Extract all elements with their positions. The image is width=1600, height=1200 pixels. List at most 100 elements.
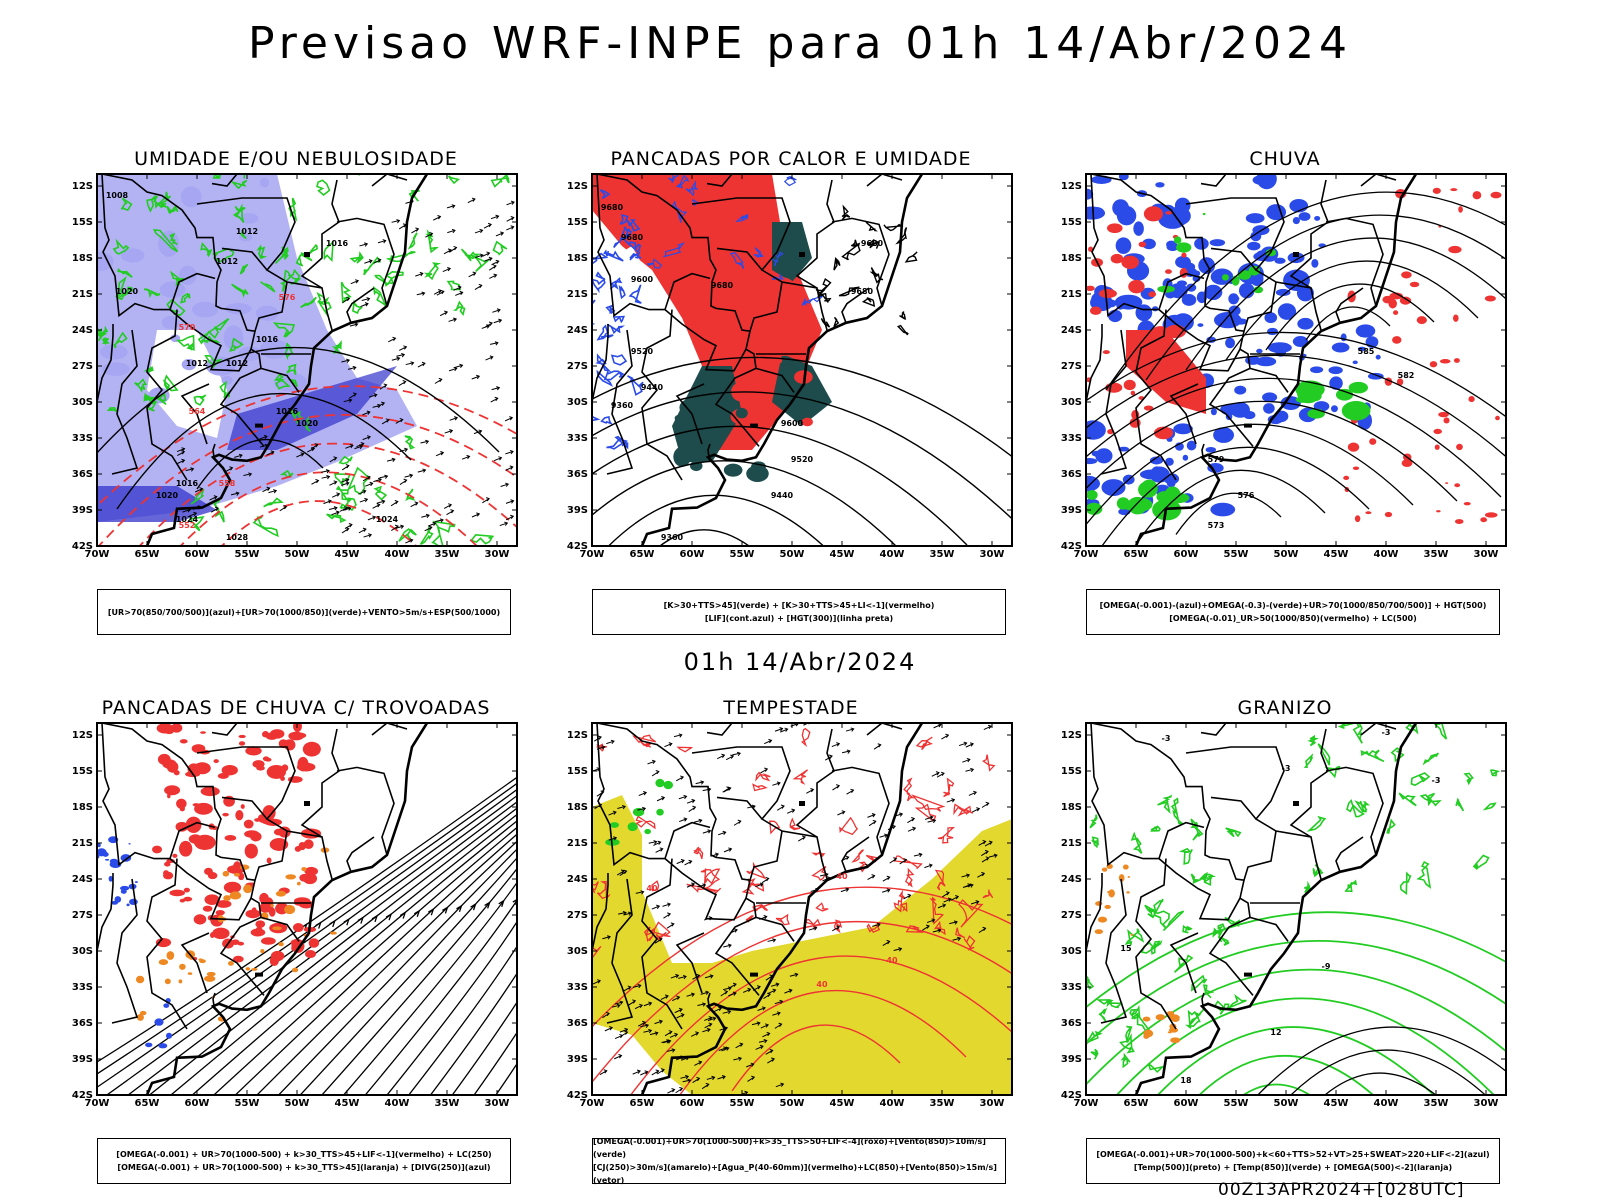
streamline [191,820,517,1095]
border-line [707,992,711,1007]
wind-vector-head [775,982,780,987]
map-border [96,173,518,547]
border-line [1086,873,1103,961]
rain-green-blob [1176,242,1192,253]
storm-red-blob [215,910,225,916]
lat-label: 42S [1061,541,1082,552]
wind-vector-head [349,443,354,449]
lon-label: 30W [1474,549,1499,560]
wind-vector-head [658,937,663,942]
streamline [299,856,517,1095]
contour-label: -9 [1322,962,1331,971]
rain-red-blob [1347,442,1360,452]
lat-label: 18S [1061,802,1082,813]
hgt-contour [841,243,861,261]
border-line [707,443,711,458]
wind-vector-head [666,1039,671,1044]
wind-vector [640,1071,648,1076]
divg-blue-blob [108,875,113,882]
lat-label: 39S [567,505,588,516]
storm-red-blob [224,834,237,841]
omega-blob [1166,480,1176,488]
lat-label: 27S [567,361,588,372]
wind-vector-head [850,788,855,793]
border-line [254,281,288,332]
wind-vector-head [841,810,846,815]
omega-blob [1210,408,1217,416]
rain-green-blob [1297,386,1316,402]
wind-vector [717,754,725,760]
wind-vector-head [771,1057,776,1062]
wind-vector [506,201,515,206]
wind-vector [176,459,185,465]
border-line [300,728,340,838]
wind-vector-head [655,770,660,775]
storm-red-blob [273,828,285,836]
wind-vector-head [214,506,219,511]
water-contour [755,771,771,782]
wind-vector-head [440,451,445,456]
hgt-contour [592,356,1012,458]
water-contour [955,927,966,939]
border-line [596,174,760,447]
rh-low-contour [212,247,235,263]
rain-green-blob [1086,490,1098,500]
lat-label: 42S [1061,1090,1082,1101]
temp850-contour [1422,752,1440,766]
border-line [866,174,903,187]
omega-orange-blob [1168,1014,1180,1021]
lake [1293,801,1299,806]
panel-umidade: UMIDADE E/OU NEBULOSIDADE 1008 1012 1012 10… [61,148,531,635]
rh-low-contour [425,229,439,254]
wind-vector [613,1055,622,1060]
wind-vector-head [368,533,373,538]
wind-vector-head [955,895,960,900]
map-svg: -3-3-3-3-915121812S15S18S21S24S27S30S33S… [1061,722,1507,1109]
li-blob [801,417,813,427]
wind-vector [808,927,817,931]
storm-red-blob [299,873,311,882]
wind-vector [758,1039,767,1043]
wind-vector [504,417,513,422]
storm-red-blob [163,870,170,876]
wind-vector-head [726,786,731,791]
contour-label: 9680 [621,233,644,242]
storm-red-blob [235,810,244,821]
water-contour [914,803,937,822]
wind-vector [473,430,482,435]
storm-red-blob [183,896,193,902]
wind-vector [420,440,429,444]
temp850-contour [1089,814,1098,829]
wind-vector [506,226,514,231]
border-line [1249,367,1289,393]
wind-vector [965,768,974,772]
wind-vector-head [354,322,359,327]
wind-vector-head [929,815,934,820]
wind-vector-head [478,283,483,289]
lon-label: 30W [980,1098,1005,1109]
omega-blob [1135,304,1153,322]
lat-label: 18S [567,253,588,264]
rain-red-blob [1098,289,1117,299]
wind-vector-head [698,818,703,824]
temp850-contour [1086,940,1506,1046]
lake [750,972,758,977]
map-border [1085,722,1507,1096]
omega-blob [1186,440,1197,451]
wind-vector-head [355,279,360,284]
map-content [97,723,517,1095]
wind-vector-head [440,289,445,295]
wind-vector-head [780,804,785,809]
temp850-contour [1086,968,1506,1086]
storm-red-blob [162,759,177,769]
border-line [1185,197,1322,331]
wind-vector-head [637,983,642,989]
rh-low-contour [200,241,213,258]
rain-red-blob [1445,482,1449,484]
wind-vector-head [454,416,459,421]
streamline [105,794,517,1095]
rain-red-blob [1438,411,1449,418]
temp850-contour [1399,871,1412,895]
wind-vector-head [779,999,784,1005]
lat-label: 12S [567,730,588,741]
